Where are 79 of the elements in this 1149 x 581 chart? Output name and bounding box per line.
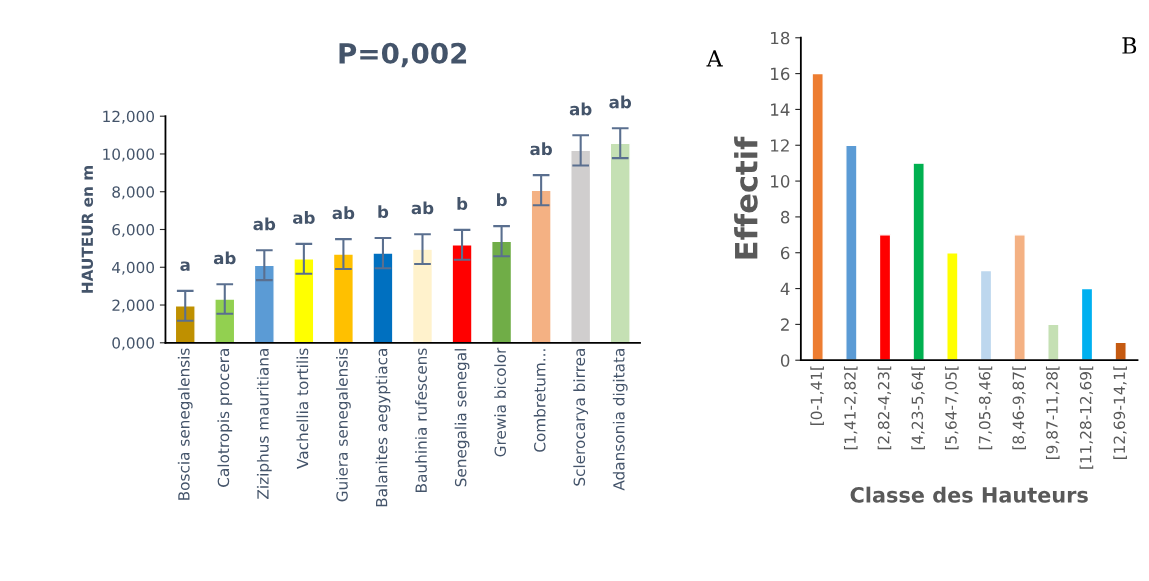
y-tick-label: 8	[780, 210, 790, 224]
chart-title: P=0,002	[339, 42, 467, 68]
y-tick-label: 4	[780, 282, 790, 295]
x-tick-label: [4,23-5,64[	[911, 366, 925, 450]
y-tick-label: 0,000	[112, 337, 155, 351]
y-tick-label: 4,000	[112, 261, 155, 275]
bar	[372, 252, 394, 343]
bar	[979, 269, 993, 361]
annotation: ab	[292, 211, 315, 224]
x-tick-label: [5,64-7,05[	[944, 366, 959, 450]
bar	[811, 72, 824, 361]
y-tick-label: 0	[780, 354, 790, 367]
bar	[1080, 287, 1094, 361]
x-axis-title: Classe des Hauteurs	[850, 486, 1088, 503]
y-tick-label: 10	[771, 175, 790, 188]
bar	[845, 144, 858, 361]
annotation: ab	[569, 102, 592, 116]
x-tick-label: Ziziphus mauritiana	[256, 349, 272, 499]
y-tick-label: 12,000	[103, 110, 155, 124]
x-tick-label: [9,87-11,28[	[1045, 366, 1060, 459]
x-tick-label: [8,46-9,87[	[1012, 366, 1026, 450]
annotation: ab	[213, 251, 236, 265]
x-tick-label: Senegalia senegal	[454, 349, 470, 487]
annotation: B	[1122, 37, 1137, 54]
annotation: b	[457, 197, 468, 210]
x-tick-label: Guiera senegalensis	[336, 348, 351, 502]
annotation: a	[180, 261, 190, 271]
bar	[878, 234, 892, 361]
y-tick-label: 2,000	[112, 299, 155, 313]
x-tick-label: Sclerocarya birrea	[573, 349, 589, 486]
y-tick-label: 6	[781, 246, 790, 260]
annotation: ab	[411, 201, 434, 215]
y-tick-label: 12	[771, 139, 789, 152]
bar	[912, 162, 925, 361]
x-tick-label: [0-1,41[	[810, 366, 824, 425]
x-tick-label: [2,82-4,23[	[877, 366, 892, 450]
x-tick-label: Combretum...	[533, 349, 546, 452]
bar	[214, 298, 236, 343]
bar	[1047, 323, 1060, 361]
bar	[332, 253, 354, 343]
bar	[1114, 341, 1127, 361]
x-tick-label: Vachellia tortilis	[296, 348, 309, 469]
x-tick-label: Bauhinia rufescens	[415, 348, 427, 492]
bar	[946, 252, 959, 361]
bar	[570, 149, 592, 343]
x-tick-label: [11,28-12,69[	[1079, 366, 1094, 469]
y-axis-title: Effectif	[734, 136, 758, 259]
annotation: ab	[253, 217, 276, 231]
bar	[174, 305, 196, 343]
x-tick-label: [7,05-8,46[	[978, 366, 993, 450]
bar	[530, 189, 552, 343]
y-tick-label: 8,000	[112, 186, 155, 200]
x-tick-label: [12,69-14,1[	[1113, 366, 1127, 459]
y-tick-label: 2	[781, 318, 789, 331]
x-tick-label: Balanites aegyptiaca	[375, 349, 391, 507]
annotation: ab	[530, 142, 552, 156]
text: A	[706, 50, 723, 67]
bar	[411, 248, 434, 343]
bar	[293, 258, 315, 343]
x-tick-label: Boscia senegalensis	[177, 348, 193, 500]
annotation: ab	[332, 206, 355, 220]
bar	[253, 264, 275, 343]
x-tick-label: [1,41-2,82[	[843, 366, 858, 450]
x-tick-label: Adansonia digitata	[612, 349, 628, 491]
bar	[491, 240, 513, 343]
y-tick-label: 18	[771, 31, 790, 45]
y-tick-label: 10,000	[103, 148, 155, 162]
y-axis-title: HAUTEUR en m	[81, 166, 94, 293]
bar	[1013, 234, 1026, 361]
annotation: ab	[609, 95, 632, 109]
annotation: b	[497, 193, 507, 207]
y-tick-label: 16	[771, 67, 790, 81]
bar	[609, 142, 631, 343]
annotation: b	[378, 205, 389, 219]
x-tick-label: Grewia bicolor	[494, 347, 507, 457]
y-tick-label: 6,000	[112, 223, 155, 238]
bar	[451, 244, 473, 343]
x-tick-label: Calotropis procera	[217, 349, 233, 487]
y-tick-label: 14	[771, 103, 790, 116]
